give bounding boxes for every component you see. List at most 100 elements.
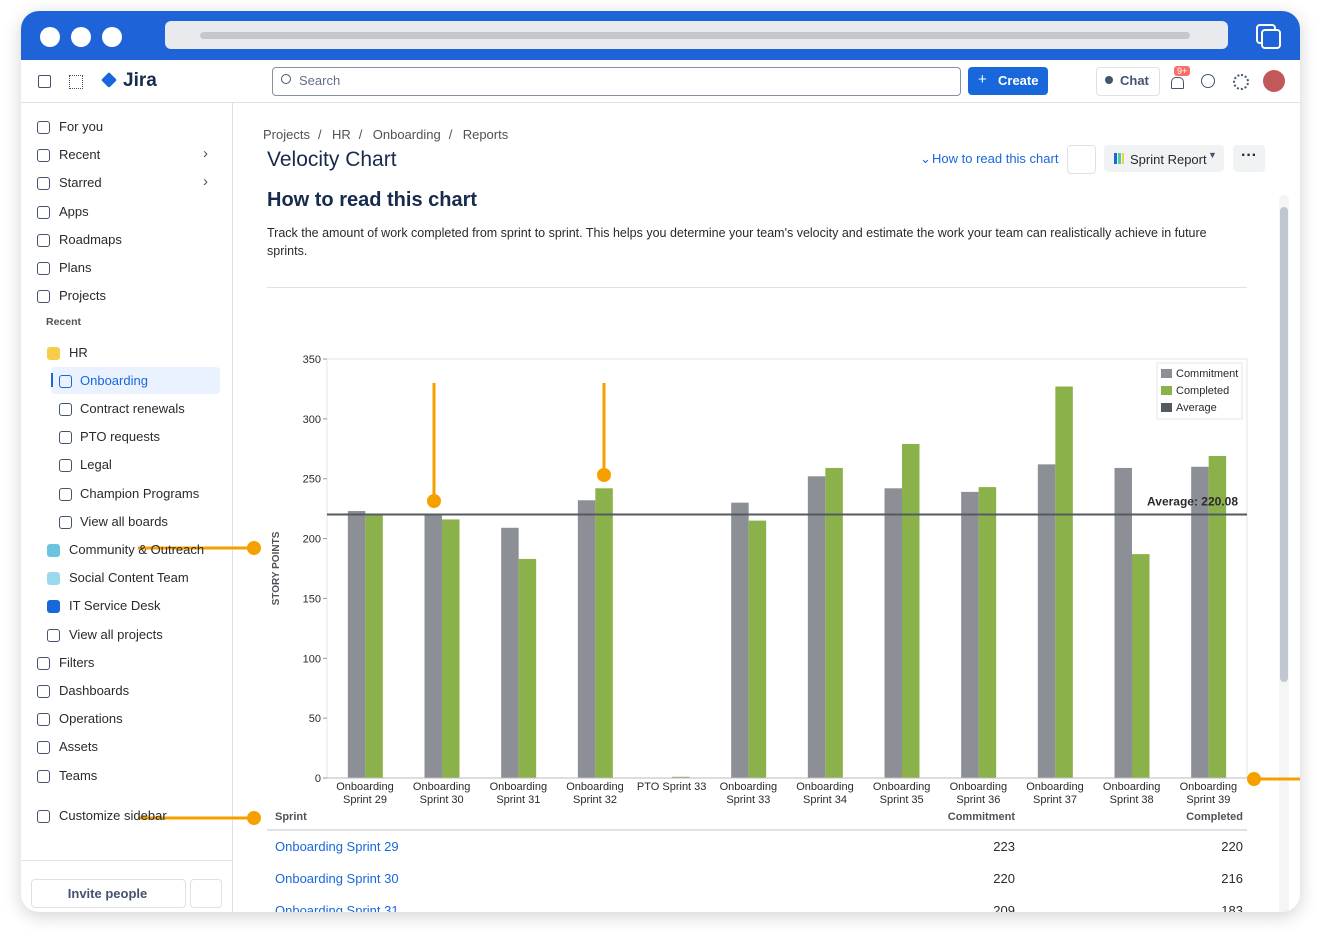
avatar[interactable] xyxy=(1263,70,1285,92)
more-icon: ··· xyxy=(1241,147,1257,164)
browser-window: Jira Search + Create Chat 9+ Invite peop… xyxy=(21,11,1300,912)
sidebar-icon xyxy=(37,810,50,823)
sidebar-item[interactable]: Projects xyxy=(59,288,106,304)
legend-swatch xyxy=(1161,369,1172,378)
help-icon[interactable] xyxy=(1201,74,1215,88)
report-menu[interactable] xyxy=(1104,145,1224,172)
table-cell: 220 xyxy=(1221,839,1243,854)
sidebar-item[interactable]: Onboarding xyxy=(80,372,148,388)
chevron[interactable]: › xyxy=(203,145,208,163)
breadcrumb-separator: / xyxy=(448,127,453,142)
sidebar-icon xyxy=(59,374,72,388)
sidebar-item[interactable]: Contract renewals xyxy=(80,401,185,416)
help-text: Track the amount of work completed from … xyxy=(267,226,1207,258)
table-cell: 209 xyxy=(993,903,1015,912)
legend-swatch xyxy=(1161,386,1172,395)
sidebar-item[interactable]: View all boards xyxy=(80,513,168,529)
y-tick-label: 100 xyxy=(303,653,321,665)
sidebar-icon xyxy=(37,177,50,191)
invite-button[interactable] xyxy=(31,879,186,908)
sidebar-item[interactable]: Assets xyxy=(59,739,99,755)
annotation-dot xyxy=(597,468,611,482)
sidebar-item[interactable]: Community & Outreach xyxy=(69,542,205,557)
table-cell: 220 xyxy=(993,871,1015,886)
table-header: Completed xyxy=(1186,811,1243,823)
sidebar-icon xyxy=(37,262,50,275)
bar xyxy=(1191,466,1209,778)
sidebar-icon xyxy=(37,121,50,134)
bar xyxy=(825,467,843,778)
velocity-chart: 0 50 100 150 200 250 300 350 STORY POINTS Average… xyxy=(271,354,1248,785)
bar xyxy=(672,776,690,778)
breadcrumb[interactable]: Projects xyxy=(263,127,310,142)
y-tick-label: 300 xyxy=(303,414,321,426)
window-dot[interactable] xyxy=(40,27,60,47)
help-toggle[interactable]: ⌄ xyxy=(920,151,931,166)
sidebar-item[interactable]: Starred xyxy=(59,175,102,191)
legend-label: Average xyxy=(1176,402,1217,414)
menu-caret: ▼ xyxy=(1208,150,1217,160)
window-dot[interactable] xyxy=(102,27,122,47)
bar xyxy=(518,558,537,778)
sprint-link[interactable]: Onboarding Sprint 31 xyxy=(275,903,399,912)
sidebar-item[interactable]: HR xyxy=(69,344,88,360)
sidebar-item[interactable]: Dashboards xyxy=(59,683,130,698)
sprint-link[interactable]: Onboarding Sprint 29 xyxy=(275,839,399,854)
scroll-thumb[interactable] xyxy=(1280,207,1288,682)
more-button[interactable] xyxy=(1233,145,1265,172)
bar xyxy=(978,487,997,778)
search-placeholder: Search xyxy=(299,73,341,88)
sidebar-item[interactable]: Legal xyxy=(80,457,112,473)
sidebar-item[interactable]: IT Service Desk xyxy=(69,598,161,614)
sidebar-toggle[interactable] xyxy=(38,75,51,88)
sidebar-item[interactable]: PTO requests xyxy=(80,429,160,445)
search-box[interactable] xyxy=(272,67,961,96)
x-tick-label: Onboarding Sprint 29 xyxy=(336,781,394,806)
x-tick-label: Onboarding Sprint 34 xyxy=(796,781,854,806)
sidebar-item[interactable]: Customize sidebar xyxy=(59,808,167,823)
sidebar-item[interactable]: Teams xyxy=(59,767,98,783)
x-tick-label: Onboarding Sprint 33 xyxy=(719,781,778,806)
y-tick-label: 200 xyxy=(303,534,321,546)
address-placeholder xyxy=(200,32,1190,39)
feedback-button[interactable] xyxy=(190,879,222,908)
y-tick-label: 50 xyxy=(309,713,321,725)
sidebar-item[interactable]: Apps xyxy=(59,203,89,219)
table-cell: 223 xyxy=(993,839,1015,854)
window-dot[interactable] xyxy=(71,27,91,47)
breadcrumb[interactable]: Onboarding xyxy=(372,127,441,142)
settings-icon[interactable] xyxy=(1233,74,1249,90)
table-cell: 216 xyxy=(1221,871,1243,886)
chat-button[interactable] xyxy=(1096,67,1160,96)
bar xyxy=(577,500,596,778)
table-header: Sprint xyxy=(275,811,307,823)
help-link[interactable]: How to read this chart xyxy=(932,151,1059,166)
sidebar-icon xyxy=(37,149,50,163)
bar xyxy=(442,519,460,778)
invite-label: Invite people xyxy=(67,886,148,901)
sidebar-item: Recent xyxy=(46,316,82,329)
sidebar-item[interactable]: Social Content Team xyxy=(69,570,189,586)
create-button[interactable] xyxy=(968,67,1048,95)
sidebar-item[interactable]: Recent xyxy=(59,147,101,163)
app-switcher[interactable] xyxy=(69,75,83,89)
bell-icon[interactable] xyxy=(1171,77,1184,89)
sidebar-item[interactable]: View all projects xyxy=(69,626,163,642)
sidebar-item[interactable]: Champion Programs xyxy=(80,485,200,501)
share-button[interactable] xyxy=(1067,145,1096,174)
sprint-link[interactable]: Onboarding Sprint 30 xyxy=(275,871,399,886)
sidebar-item[interactable]: Roadmaps xyxy=(59,231,122,247)
sidebar-item[interactable]: Plans xyxy=(59,260,92,275)
app-name[interactable]: Jira xyxy=(123,70,157,91)
x-tick-label: PTO Sprint 33 xyxy=(636,781,707,793)
breadcrumb[interactable]: Reports xyxy=(462,127,509,142)
x-tick-label: Onboarding Sprint 35 xyxy=(872,781,931,806)
x-tick-label: Onboarding Sprint 30 xyxy=(412,781,471,806)
chevron[interactable]: › xyxy=(203,173,208,191)
breadcrumb[interactable]: HR xyxy=(331,127,351,142)
sidebar-item[interactable]: For you xyxy=(59,119,104,134)
annotation-dot xyxy=(247,811,261,825)
sidebar-item[interactable]: Filters xyxy=(59,654,95,670)
bar xyxy=(501,527,519,778)
sidebar-item[interactable]: Operations xyxy=(59,711,123,727)
